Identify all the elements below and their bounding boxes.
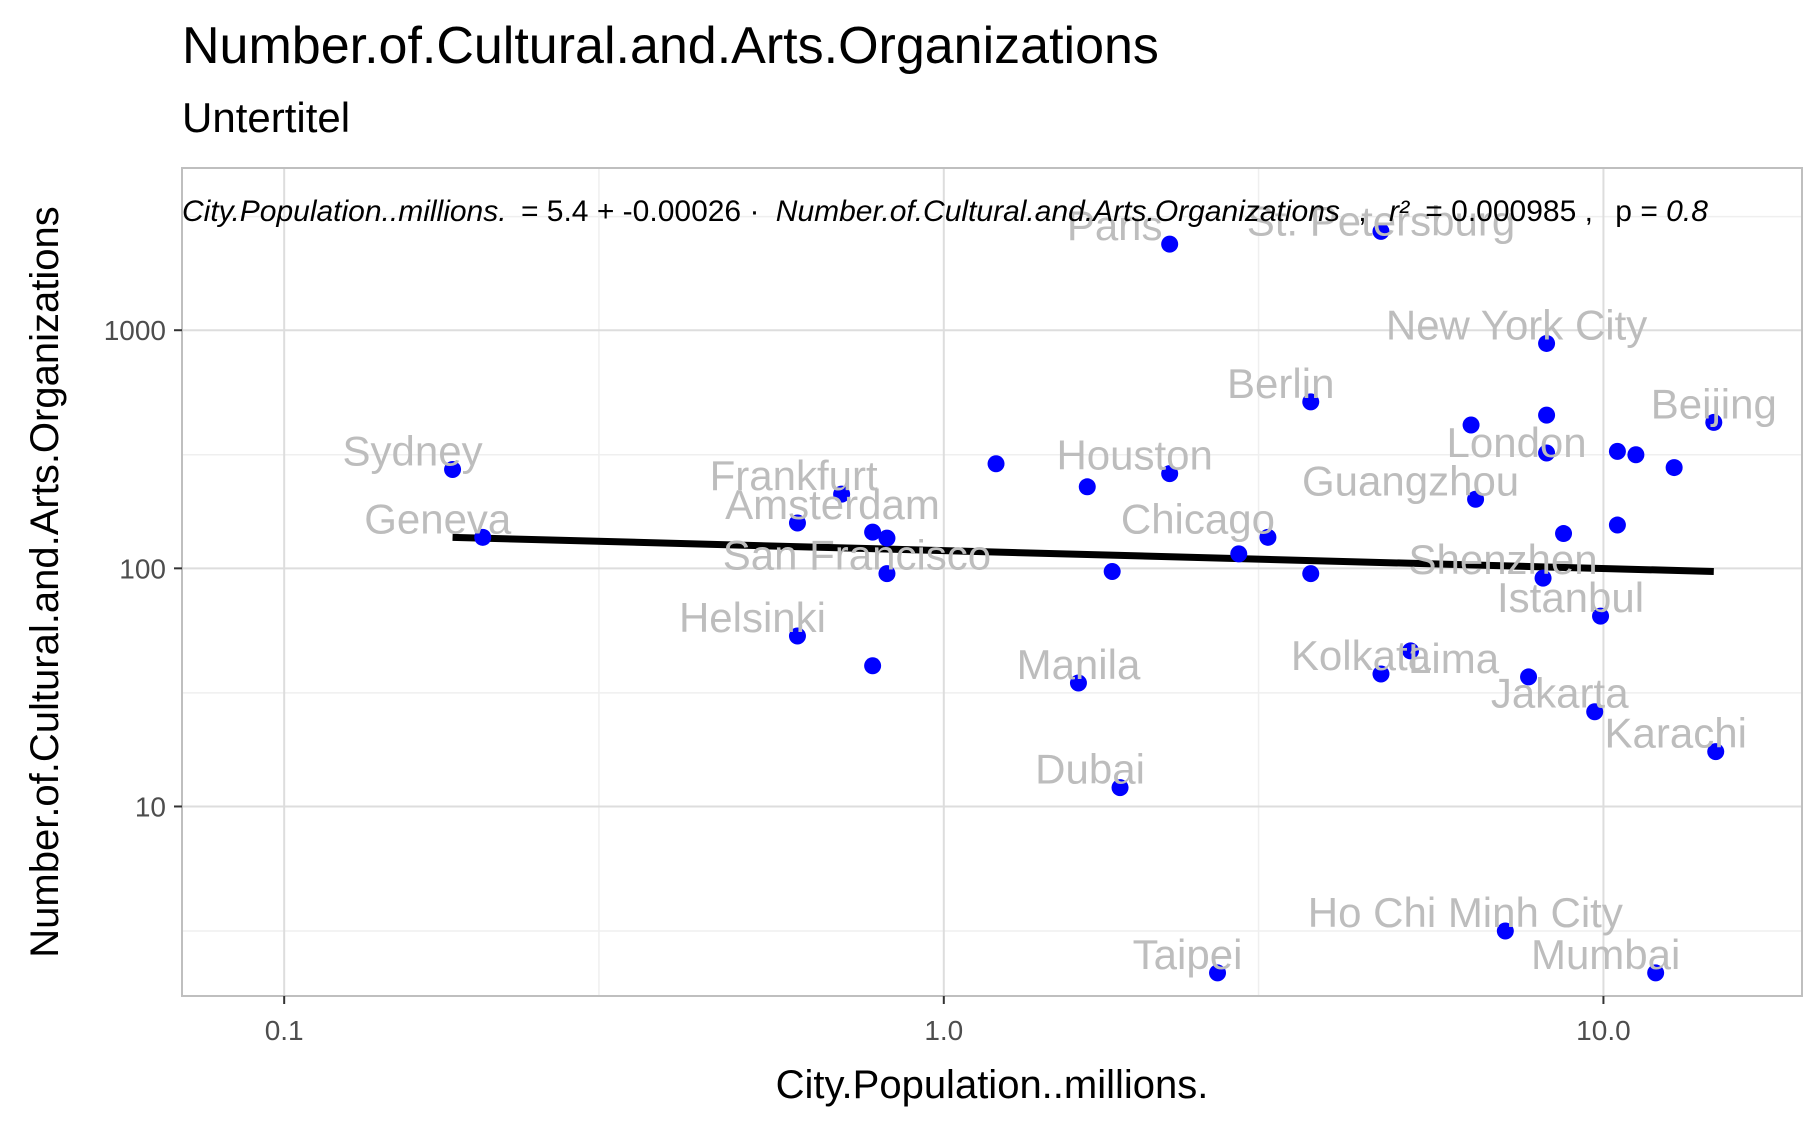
point-label: St. Petersburg (1247, 197, 1515, 244)
y-tick-label: 1000 (104, 315, 166, 346)
chart-title: Number.of.Cultural.and.Arts.Organization… (182, 17, 1159, 75)
point-label: Taipei (1133, 931, 1243, 978)
point-label: Paris (1067, 202, 1163, 249)
x-axis-title: City.Population..millions. (776, 1063, 1209, 1107)
scatter-point (1069, 674, 1087, 692)
scatter-point (1538, 406, 1556, 424)
points-layer (444, 222, 1725, 982)
scatter-point (1555, 525, 1573, 543)
scatter-point (1372, 665, 1390, 683)
scatter-point (1608, 442, 1626, 460)
point-label: Beijing (1651, 380, 1777, 427)
scatter-point (1538, 444, 1556, 462)
point-label: New York City (1386, 301, 1647, 348)
scatter-point (788, 627, 806, 645)
equation-r2-value: = 0.000985 (1425, 195, 1576, 228)
scatter-point (1209, 964, 1227, 982)
scatter-point (1647, 964, 1665, 982)
point-label: Lima (1408, 635, 1500, 682)
point-label: Shenzhen (1408, 536, 1597, 583)
scatter-point (1462, 416, 1480, 434)
scatter-point (864, 657, 882, 675)
scatter-point (1259, 528, 1277, 546)
scatter-point (1520, 668, 1538, 686)
scatter-point (1402, 642, 1420, 660)
trend-line (452, 533, 1714, 575)
scatter-point (1705, 413, 1723, 431)
scatter-point (788, 514, 806, 532)
scatter-point (1078, 478, 1096, 496)
scatter-point (1707, 743, 1725, 761)
scatter-point (1103, 563, 1121, 581)
equation-lhs: City.Population..millions. (182, 195, 507, 228)
chart-subtitle: Untertitel (182, 94, 350, 141)
scatter-point (1302, 393, 1320, 411)
scatter-point (1608, 516, 1626, 534)
scatter-point (1665, 459, 1683, 477)
scatter-point (1496, 922, 1514, 940)
scatter-point (987, 455, 1005, 473)
equation-r2-label: r² (1389, 195, 1410, 228)
point-label: Dubai (1035, 746, 1145, 793)
y-ticks-layer: 10 100 1000 (104, 315, 182, 822)
scatter-point (1230, 545, 1248, 563)
point-label: Mumbai (1531, 931, 1680, 978)
point-label: Manila (1017, 641, 1141, 688)
scatter-point (1592, 607, 1610, 625)
point-label: Karachi (1605, 710, 1747, 757)
scatter-point (1302, 565, 1320, 583)
scatter-point (1111, 779, 1129, 797)
plot-border (181, 167, 1803, 997)
equation-p-label: p = (1615, 195, 1666, 228)
point-label: Helsinki (679, 594, 826, 641)
scatter-point (1586, 703, 1604, 721)
point-label: Ho Chi Minh City (1308, 889, 1623, 936)
point-label: Berlin (1227, 360, 1334, 407)
scatter-point (1372, 222, 1390, 240)
scatter-point (1467, 490, 1485, 508)
point-label: London (1447, 419, 1587, 466)
equation-separator: , (1358, 195, 1366, 228)
x-tick-label: 10.0 (1576, 1015, 1631, 1046)
scatter-point (1534, 569, 1552, 587)
y-tick-label: 10 (135, 791, 166, 822)
scatter-point (1161, 235, 1179, 253)
x-tick-label: 0.1 (265, 1015, 304, 1046)
scatter-point (878, 565, 896, 583)
point-label: Istanbul (1497, 574, 1644, 621)
scatter-point (1538, 334, 1556, 352)
point-label: Sydney (343, 428, 483, 475)
y-tick-label: 100 (119, 553, 166, 584)
labels-layer: Paris St. Petersburg New York City Berlin Be… (343, 197, 1777, 978)
point-label: Houston (1056, 432, 1212, 479)
x-tick-label: 1.0 (924, 1015, 963, 1046)
point-label: Chicago (1121, 495, 1275, 542)
x-ticks-layer: 0.1 1.0 10.0 (265, 996, 1631, 1046)
scatter-point (878, 529, 896, 547)
scatter-point (1627, 446, 1645, 464)
point-label: Jakarta (1491, 670, 1629, 717)
trend-layer (452, 533, 1714, 575)
equation-separator-2: , (1585, 195, 1593, 228)
scatter-point (833, 485, 851, 503)
scatter-point (444, 461, 462, 479)
y-axis-title: Number.of.Cultural.and.Arts.Organization… (23, 206, 67, 957)
scatter-point (474, 528, 492, 546)
point-label: Geneva (364, 495, 512, 542)
scatter-point (864, 523, 882, 541)
equation-p-value: 0.8 (1666, 195, 1708, 228)
equation-variable: Number.of.Cultural.and.Arts.Organization… (776, 195, 1340, 228)
regression-equation: City.Population..millions. = 5.4 + -0.00… (182, 195, 1708, 228)
scatter-point (1161, 465, 1179, 483)
point-label: Kolkata (1291, 632, 1432, 679)
equation-rhs: = 5.4 + -0.00026 · (521, 195, 768, 228)
point-label: Frankfurt (710, 452, 878, 499)
point-label: San Francisco (723, 532, 991, 579)
point-label: Amsterdam (725, 481, 940, 528)
point-label: Guangzhou (1302, 457, 1519, 504)
